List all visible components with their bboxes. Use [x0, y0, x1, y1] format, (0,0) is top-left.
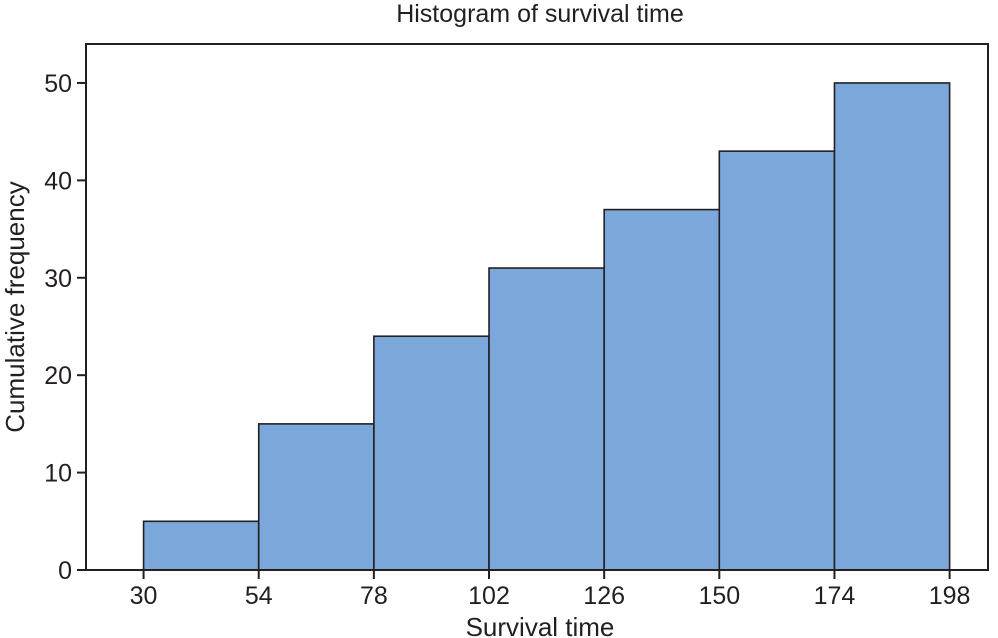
plot-frame — [85, 43, 989, 571]
chart-title: Histogram of survival time — [396, 0, 684, 28]
x-axis: 30 54 78 102 126 150 174 198 — [130, 570, 971, 610]
x-tick-label-54: 54 — [245, 582, 273, 610]
y-tick-label-30: 30 — [44, 265, 72, 293]
histogram-bar-3 — [373, 335, 490, 571]
histogram-bar-6 — [718, 150, 836, 571]
y-tick-label-10: 10 — [44, 460, 72, 488]
x-tick-label-198: 198 — [929, 582, 971, 610]
y-tick-label-50: 50 — [44, 70, 72, 98]
y-axis-label: Cumulative frequency — [0, 181, 30, 432]
y-tick-label-0: 0 — [58, 557, 72, 585]
y-tick-label-20: 20 — [44, 362, 72, 390]
histogram-bar-2 — [257, 423, 375, 571]
x-tick-label-102: 102 — [468, 582, 510, 610]
y-tick-label-40: 40 — [44, 167, 72, 195]
x-tick-label-150: 150 — [698, 582, 740, 610]
histogram-bar-7 — [833, 82, 951, 571]
x-tick-label-174: 174 — [814, 582, 856, 610]
x-tick-label-30: 30 — [130, 582, 158, 610]
x-axis-label: Survival time — [466, 612, 615, 638]
histogram-bar-5 — [603, 208, 721, 571]
histogram-bar-4 — [488, 267, 605, 571]
y-axis: 0 10 20 30 40 50 — [44, 70, 86, 585]
x-tick-label-126: 126 — [583, 582, 625, 610]
bars-layer — [142, 82, 951, 571]
histogram-bar-1 — [142, 520, 260, 571]
x-tick-label-78: 78 — [360, 582, 388, 610]
